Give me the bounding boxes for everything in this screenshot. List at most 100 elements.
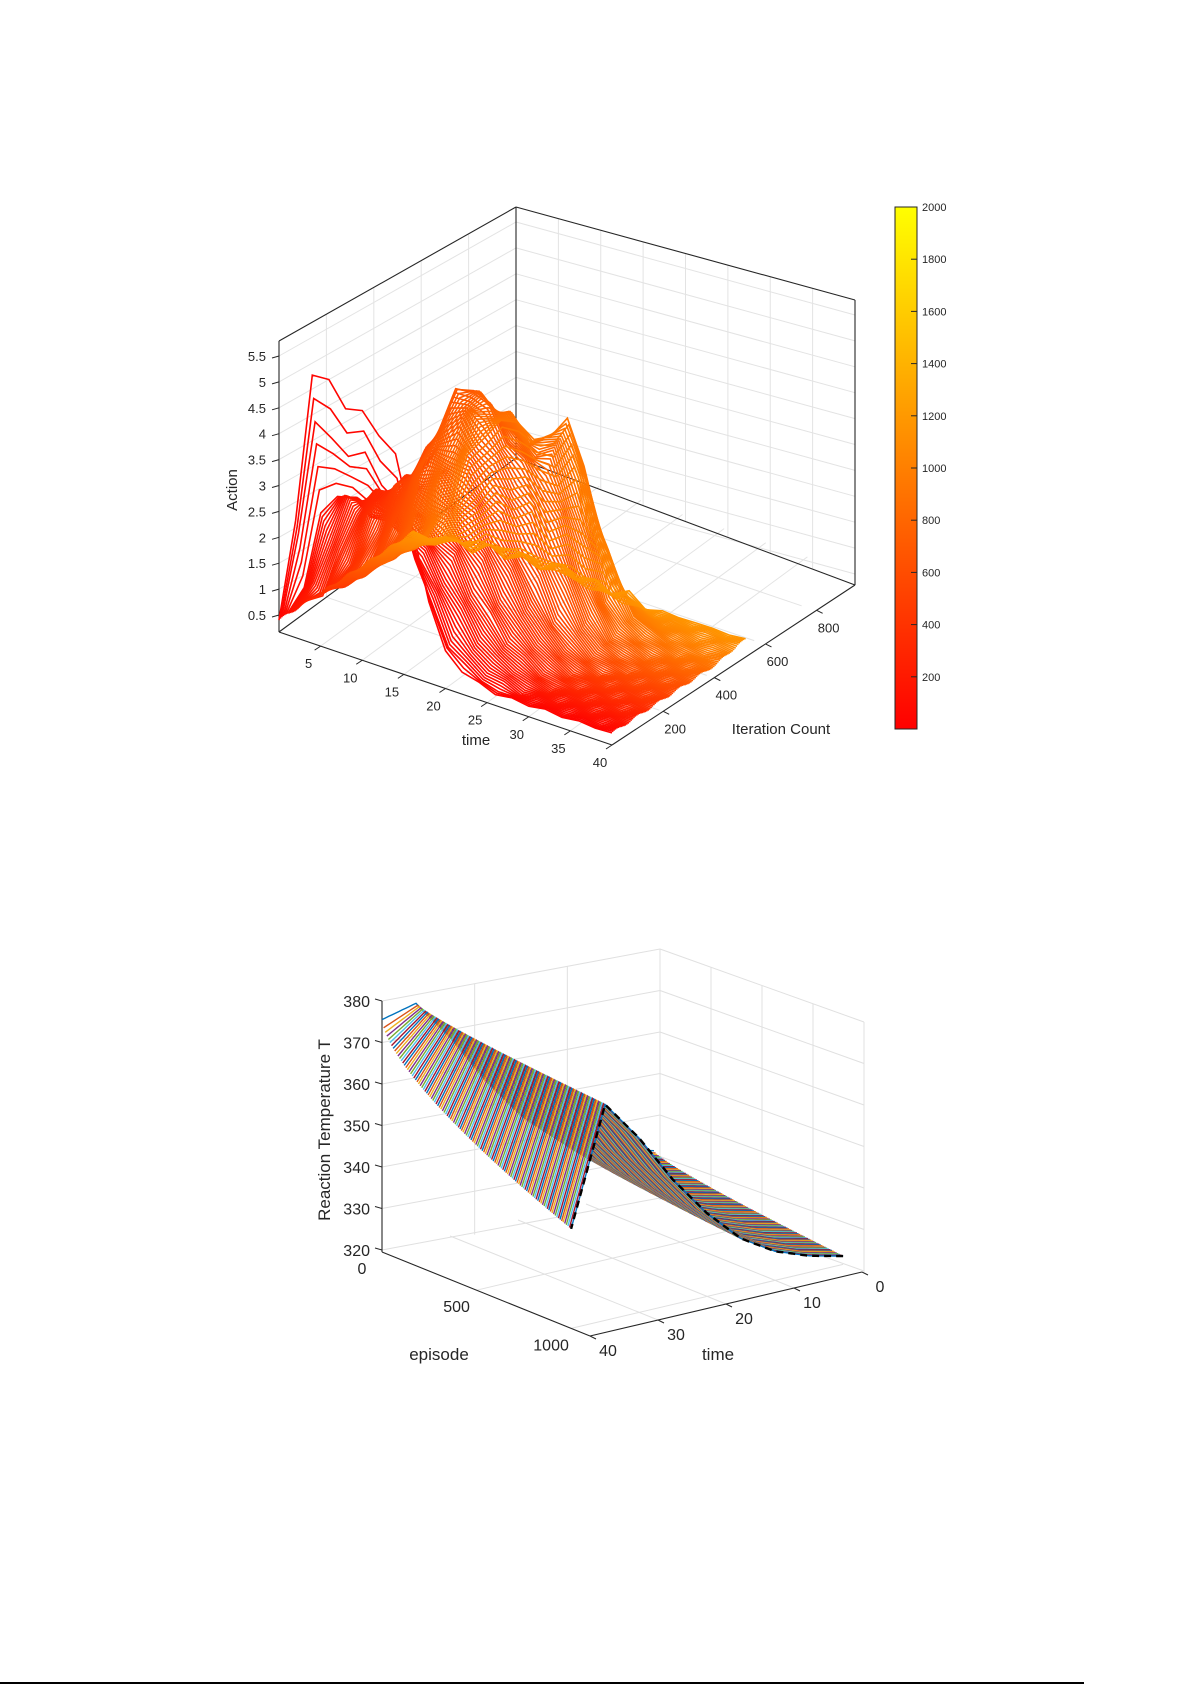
action-curve <box>334 452 668 699</box>
z-tick-label: 4 <box>259 427 266 442</box>
y-tick-label: 20 <box>735 1311 753 1328</box>
action-curve <box>318 478 653 709</box>
action-curve <box>385 422 719 663</box>
z-tick-label: 3 <box>259 479 266 494</box>
action-curve <box>355 387 690 685</box>
action-curve <box>335 450 670 698</box>
action-curve <box>372 410 707 672</box>
page-footer-rule <box>0 1682 1084 1684</box>
action-curve <box>279 397 614 733</box>
action-curve <box>345 416 679 689</box>
x-tick-label: 0 <box>358 1261 367 1278</box>
colorbar-tick-label: 600 <box>922 567 940 579</box>
action-curve <box>283 465 618 729</box>
action-curve <box>305 491 640 715</box>
z-tick-label: 3.5 <box>248 453 266 468</box>
y-tick-label: 400 <box>715 688 737 703</box>
z-tick-label: 330 <box>343 1202 370 1219</box>
colorbar-tick-label: 1400 <box>922 359 946 371</box>
action-curve <box>342 425 677 692</box>
chart2-temperature-curves <box>381 1002 844 1257</box>
action-curve <box>314 488 648 712</box>
chart1-grid <box>278 218 856 732</box>
action-curve <box>358 390 692 683</box>
chart2-ticks: 320 330 340 350 360 370 380 0 500 1000 0 10 20 30 40 <box>343 994 884 1360</box>
action-curve <box>324 474 658 703</box>
action-curve <box>348 409 682 687</box>
z-tick-label: 1.5 <box>248 556 266 571</box>
colorbar-tick-label: 1000 <box>922 463 946 475</box>
action-curve <box>304 494 638 716</box>
chart1-action-curves <box>278 374 746 734</box>
z-tick-label: 2.5 <box>248 504 266 519</box>
action-curve <box>322 473 657 704</box>
action-curve <box>384 416 718 665</box>
chart1-xlabel: time <box>462 732 490 749</box>
action-curve <box>394 483 728 656</box>
action-curve <box>364 391 698 678</box>
colorbar-tick-label: 2000 <box>922 202 946 214</box>
y-tick-label: 800 <box>818 620 840 635</box>
x-tick-label: 5 <box>305 656 312 671</box>
action-curve <box>311 488 646 713</box>
colorbar-tick-label: 1200 <box>922 411 946 423</box>
chart1-ylabel: Iteration Count <box>732 721 831 738</box>
temperature-3d-chart: 320 330 340 350 360 370 380 0 500 1000 0 10 20 30 40 R… <box>315 948 885 1364</box>
z-tick-label: 5.5 <box>248 349 266 364</box>
action-curve <box>337 448 671 697</box>
chart2-zlabel: Reaction Temperature T <box>315 1039 334 1221</box>
action-curve <box>369 402 704 673</box>
action-curve <box>368 398 702 674</box>
action-curve <box>340 437 674 695</box>
action-curve <box>285 482 620 729</box>
action-3d-chart: 0.5 1 1.5 2 2.5 3 3.5 4 4.5 5 5.5 5 10 15 20 25 30 35 40 20… <box>224 202 946 770</box>
colorbar-tick-label: 1800 <box>922 254 946 266</box>
action-curve <box>349 407 684 687</box>
z-tick-label: 380 <box>343 994 370 1011</box>
z-tick-label: 2 <box>259 530 266 545</box>
action-curve <box>357 388 691 684</box>
action-curve <box>317 481 651 710</box>
x-tick-label: 10 <box>343 670 357 685</box>
action-curve <box>396 500 731 655</box>
action-curve <box>312 489 647 713</box>
chart2-reference-dashed-line <box>569 1102 844 1258</box>
z-tick-label: 320 <box>343 1243 370 1260</box>
z-tick-label: 340 <box>343 1160 370 1177</box>
chart1-ticks: 0.5 1 1.5 2 2.5 3 3.5 4 4.5 5 5.5 5 10 15 20 25 30 35 40 20… <box>248 349 840 770</box>
x-tick-label: 500 <box>443 1299 470 1316</box>
action-curve <box>395 492 729 655</box>
action-curve <box>362 390 697 679</box>
chart2-xlabel: episode <box>409 1345 469 1364</box>
z-tick-label: 360 <box>343 1077 370 1094</box>
x-tick-label: 35 <box>551 741 565 756</box>
action-curve <box>399 519 734 652</box>
z-tick-label: 4.5 <box>248 401 266 416</box>
action-curve <box>308 488 643 714</box>
action-curve <box>302 495 637 717</box>
action-curve <box>412 530 746 640</box>
z-tick-label: 0.5 <box>248 608 266 623</box>
y-tick-label: 600 <box>767 654 789 669</box>
action-curve <box>299 495 634 720</box>
z-tick-label: 350 <box>343 1119 370 1136</box>
action-curve <box>315 484 650 711</box>
action-curve <box>374 410 708 672</box>
action-curve <box>281 420 615 731</box>
action-curve <box>319 476 654 707</box>
colorbar-tick-label: 400 <box>922 620 940 632</box>
chart1-colorbar: 200 400 600 800 1000 1200 1400 1600 1800 2000 <box>894 202 946 730</box>
action-curve <box>331 457 665 700</box>
action-curve <box>352 395 687 686</box>
action-curve <box>330 460 664 700</box>
action-curve <box>389 453 724 659</box>
y-tick-label: 40 <box>599 1343 617 1360</box>
action-curve <box>359 390 694 682</box>
colorbar-tick-label: 1600 <box>922 306 946 318</box>
z-tick-label: 370 <box>343 1036 370 1053</box>
action-curve <box>388 442 722 660</box>
action-curve <box>351 401 685 686</box>
action-curve <box>298 496 633 722</box>
z-tick-label: 5 <box>259 375 266 390</box>
